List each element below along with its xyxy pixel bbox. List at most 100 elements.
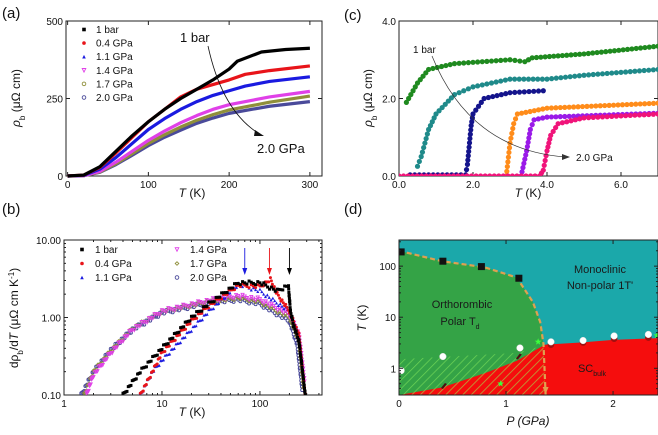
data-point bbox=[178, 333, 182, 337]
data-point bbox=[496, 173, 502, 176]
data-point bbox=[141, 366, 145, 370]
data-point bbox=[205, 312, 209, 316]
data-point bbox=[461, 60, 467, 66]
data-point bbox=[172, 332, 176, 336]
data-point bbox=[302, 386, 306, 390]
x-axis-label-symbol: P bbox=[507, 414, 515, 428]
y-tick-label: 10.00 bbox=[36, 236, 61, 247]
data-point bbox=[484, 81, 490, 87]
data-point bbox=[609, 113, 615, 120]
data-point bbox=[642, 101, 648, 107]
data-point bbox=[280, 298, 284, 302]
y-axis-label-part: /d bbox=[7, 340, 21, 350]
legend-label: 2.0 GPa bbox=[190, 273, 227, 284]
data-point bbox=[553, 124, 559, 131]
data-point bbox=[490, 93, 496, 100]
series-1-bar bbox=[403, 43, 658, 105]
data-point bbox=[500, 173, 506, 176]
y-axis-label-part: ) bbox=[7, 268, 21, 272]
data-point bbox=[465, 86, 471, 92]
data-point bbox=[283, 284, 287, 288]
data-point bbox=[541, 162, 547, 168]
data-point bbox=[575, 104, 581, 110]
data-point bbox=[406, 95, 412, 102]
data-point bbox=[568, 52, 574, 58]
data-point bbox=[157, 348, 161, 352]
y-tick-label: 10 bbox=[385, 313, 397, 324]
data-point bbox=[149, 359, 153, 363]
data-point bbox=[488, 80, 495, 86]
x-axis-label-unit: (K) bbox=[186, 405, 205, 419]
data-point bbox=[516, 89, 523, 95]
data-point bbox=[540, 115, 546, 121]
data-point bbox=[559, 52, 566, 59]
data-point bbox=[212, 307, 216, 311]
data-point bbox=[273, 289, 277, 293]
data-point bbox=[268, 287, 272, 291]
data-point bbox=[223, 296, 227, 300]
data-point bbox=[623, 69, 629, 75]
data-point bbox=[544, 105, 550, 111]
data-point bbox=[175, 331, 179, 335]
data-point bbox=[475, 103, 482, 109]
y-axis-label-part: dρ bbox=[7, 354, 21, 368]
data-point bbox=[542, 54, 548, 60]
data-point bbox=[144, 383, 148, 387]
x-tick-label: 0 bbox=[396, 399, 402, 410]
data-point bbox=[507, 57, 513, 63]
star-point bbox=[534, 338, 542, 345]
annotation-start: 1 bar bbox=[413, 45, 436, 56]
x-tick-label: 6.0 bbox=[614, 180, 628, 191]
data-point bbox=[564, 119, 570, 125]
panel-label: (d) bbox=[344, 201, 362, 218]
data-point bbox=[572, 117, 578, 123]
legend-label: 1.7 GPa bbox=[190, 259, 227, 270]
arrow-head-icon bbox=[254, 130, 264, 136]
data-point bbox=[290, 318, 294, 322]
data-point bbox=[162, 343, 166, 347]
data-point bbox=[268, 276, 272, 280]
data-point bbox=[172, 308, 177, 313]
data-point bbox=[594, 49, 600, 56]
data-point bbox=[278, 296, 282, 300]
data-point bbox=[491, 173, 497, 176]
data-point bbox=[284, 284, 288, 288]
data-point bbox=[602, 102, 608, 109]
data-point bbox=[459, 173, 466, 176]
data-point bbox=[288, 302, 292, 306]
data-point bbox=[577, 51, 583, 57]
data-point bbox=[288, 299, 292, 303]
open-circle-point bbox=[610, 332, 618, 340]
legend-label: 1.4 GPa bbox=[190, 245, 227, 256]
data-point bbox=[564, 52, 570, 58]
data-point bbox=[212, 300, 216, 304]
data-point bbox=[150, 316, 155, 321]
panel-c-low-temperature: (c)0.0 2.0 4.0 6.00.02.04.0T (K)ρb (μΩ cm)1… bbox=[344, 7, 658, 200]
data-point bbox=[636, 112, 643, 118]
data-point bbox=[180, 325, 184, 329]
data-point bbox=[290, 314, 294, 318]
data-point bbox=[414, 163, 421, 169]
region-label-sc-sub: bulk bbox=[593, 371, 606, 378]
data-point bbox=[285, 305, 289, 309]
data-point bbox=[475, 59, 481, 65]
data-point bbox=[521, 160, 527, 167]
data-point bbox=[410, 173, 416, 176]
data-point bbox=[637, 101, 643, 107]
data-point bbox=[613, 113, 619, 119]
data-point bbox=[517, 58, 523, 64]
data-point bbox=[151, 355, 155, 359]
data-point bbox=[505, 154, 512, 160]
data-point bbox=[624, 46, 631, 52]
data-point bbox=[259, 303, 264, 308]
data-point bbox=[171, 336, 175, 340]
data-point bbox=[281, 313, 286, 318]
data-point bbox=[432, 173, 438, 176]
data-point bbox=[527, 131, 533, 137]
data-point bbox=[514, 173, 520, 176]
data-point bbox=[562, 74, 569, 80]
x-tick-label: 2.0 bbox=[466, 180, 480, 191]
data-point bbox=[291, 321, 295, 325]
data-point bbox=[493, 58, 499, 64]
data-point bbox=[531, 108, 537, 114]
